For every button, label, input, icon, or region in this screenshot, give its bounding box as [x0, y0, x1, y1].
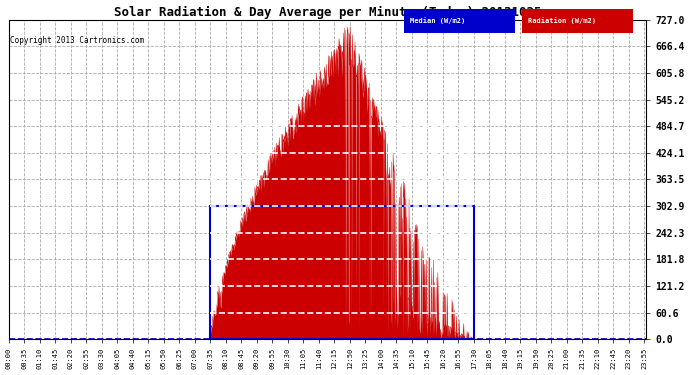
Title: Solar Radiation & Day Average per Minute (Today) 20131025: Solar Radiation & Day Average per Minute… [114, 6, 541, 19]
FancyBboxPatch shape [522, 9, 633, 33]
Text: Copyright 2013 Cartronics.com: Copyright 2013 Cartronics.com [10, 36, 144, 45]
Text: Radiation (W/m2): Radiation (W/m2) [528, 17, 596, 24]
FancyBboxPatch shape [404, 9, 515, 33]
Bar [210, 206, 474, 339]
Text: Median (W/m2): Median (W/m2) [410, 17, 466, 24]
